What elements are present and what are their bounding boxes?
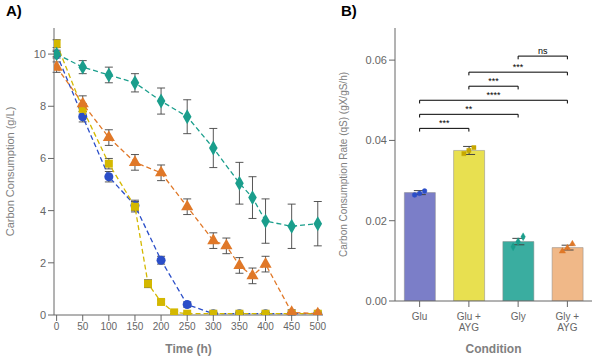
svg-text:4: 4 (40, 205, 46, 217)
html-text:A): A) (6, 2, 22, 19)
svg-text:400: 400 (257, 321, 274, 332)
svg-text:****: **** (486, 90, 501, 100)
svg-text:450: 450 (283, 321, 300, 332)
svg-text:0.00: 0.00 (366, 295, 387, 307)
svg-text:Gly +AYG: Gly +AYG (556, 311, 580, 333)
svg-text:250: 250 (179, 321, 196, 332)
svg-text:200: 200 (153, 321, 170, 332)
svg-text:Carbon Consumption (g/L): Carbon Consumption (g/L) (8, 107, 16, 237)
svg-text:100: 100 (101, 321, 118, 332)
svg-text:Carbon Consumption Rate (qS) (: Carbon Consumption Rate (qS) (gX/gS/h) (338, 72, 349, 257)
svg-text:Gly: Gly (511, 311, 526, 322)
svg-text:500: 500 (309, 321, 326, 332)
svg-text:8: 8 (40, 100, 46, 112)
svg-text:***: *** (439, 118, 450, 128)
svg-text:Condition: Condition (466, 342, 522, 356)
svg-text:300: 300 (205, 321, 222, 332)
svg-text:ns: ns (538, 46, 548, 56)
svg-text:6: 6 (40, 152, 46, 164)
svg-text:350: 350 (231, 321, 248, 332)
svg-text:Time (h): Time (h) (165, 342, 211, 356)
svg-text:0: 0 (54, 321, 60, 332)
svg-text:150: 150 (127, 321, 144, 332)
svg-text:0.02: 0.02 (366, 215, 387, 227)
svg-text:**: ** (465, 104, 473, 114)
svg-text:50: 50 (77, 321, 89, 332)
svg-text:Glu: Glu (412, 311, 428, 322)
svg-text:Glu +AYG: Glu +AYG (457, 311, 481, 333)
svg-text:0: 0 (40, 309, 46, 321)
html-text:B): B) (341, 2, 357, 19)
svg-text:2: 2 (40, 257, 46, 269)
svg-text:***: *** (513, 62, 524, 72)
svg-text:10: 10 (34, 48, 46, 60)
svg-text:0.04: 0.04 (366, 134, 387, 146)
svg-text:***: *** (488, 76, 499, 86)
svg-text:0.06: 0.06 (366, 54, 387, 66)
